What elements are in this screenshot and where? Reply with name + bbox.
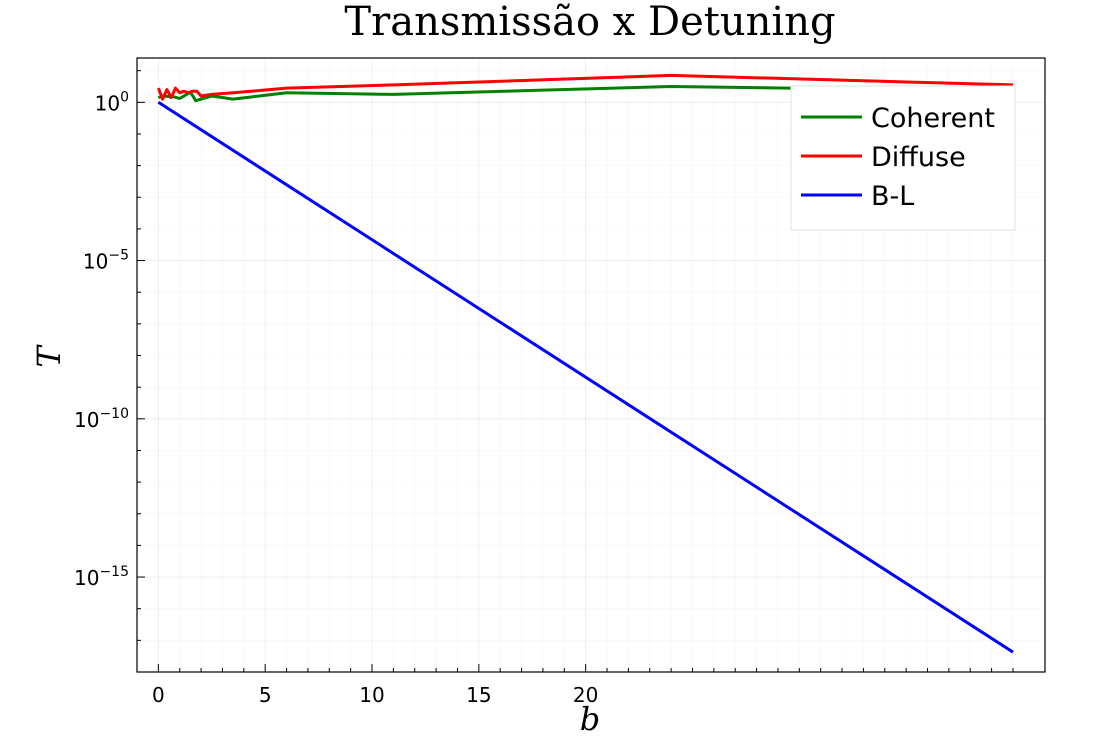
legend-label: Coherent (871, 103, 995, 134)
legend: Coherent Diffuse B-L (791, 86, 1015, 230)
legend-label: B-L (871, 181, 914, 212)
y-tick-label: 100 (95, 89, 129, 115)
x-tick-label: 10 (359, 683, 384, 707)
legend-label: Diffuse (871, 142, 966, 173)
x-tick-label: 15 (466, 683, 491, 707)
y-tick-label: 10−5 (83, 248, 129, 274)
x-axis-label: b (580, 700, 600, 738)
x-tick-label: 5 (259, 683, 272, 707)
y-axis-ticks: 100 10−5 10−10 10−15 (74, 71, 145, 672)
x-tick-label: 0 (152, 683, 165, 707)
y-tick-label: 10−10 (74, 406, 129, 432)
chart-title: Transmissão x Detuning (344, 0, 835, 45)
y-tick-label: 10−15 (74, 564, 129, 590)
y-axis-label: T (30, 344, 68, 368)
